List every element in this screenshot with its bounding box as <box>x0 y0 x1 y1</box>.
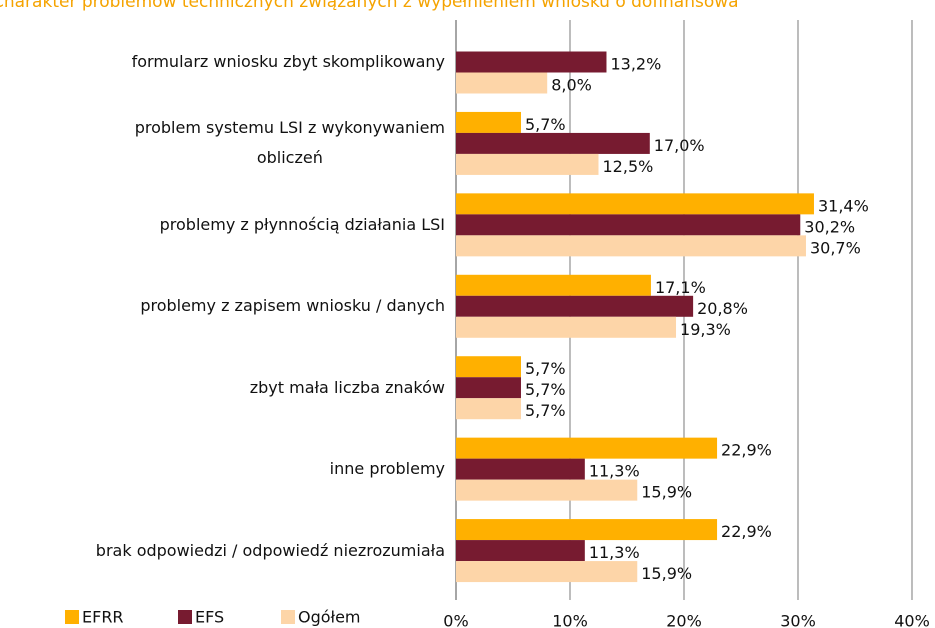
legend-label: Ogółem <box>298 608 361 627</box>
data-label: 8,0% <box>551 76 592 95</box>
bar <box>456 377 521 399</box>
bar <box>456 458 585 480</box>
chart-title: Charakter problemów technicznych związan… <box>0 0 739 12</box>
data-label: 11,3% <box>589 543 640 562</box>
bar <box>456 540 585 562</box>
data-label: 19,3% <box>680 320 731 339</box>
bar <box>456 561 638 583</box>
legend-swatch <box>281 610 295 624</box>
data-label: 17,1% <box>655 278 706 297</box>
x-tick-label: 30% <box>780 612 816 628</box>
category-label: formularz wniosku zbyt skomplikowany <box>131 52 445 71</box>
bar <box>456 111 521 133</box>
data-label: 5,7% <box>525 359 566 378</box>
data-label: 20,8% <box>697 299 748 318</box>
data-label: 22,9% <box>721 522 772 541</box>
bar <box>456 479 638 501</box>
data-label: 22,9% <box>721 441 772 460</box>
data-label: 15,9% <box>641 564 692 583</box>
bar <box>456 356 521 378</box>
x-tick-label: 10% <box>552 612 588 628</box>
bar <box>456 274 651 296</box>
legend-swatch <box>65 610 79 624</box>
bar <box>456 398 521 420</box>
data-label: 15,9% <box>641 483 692 502</box>
data-label: 11,3% <box>589 462 640 481</box>
bar <box>456 295 694 317</box>
category-label: problemy z zapisem wniosku / danych <box>140 296 445 316</box>
category-label: problem systemu LSI z wykonywaniem oblic… <box>134 118 445 168</box>
data-label: 31,4% <box>818 196 869 215</box>
data-label: 5,7% <box>525 401 566 420</box>
data-label: 5,7% <box>525 115 566 134</box>
legend-swatch <box>178 610 192 624</box>
bar <box>456 72 548 94</box>
x-tick-label: 40% <box>894 612 930 628</box>
bar <box>456 235 806 257</box>
x-tick-label: 20% <box>666 612 702 628</box>
bar <box>456 132 650 154</box>
bar <box>456 51 607 73</box>
data-label: 5,7% <box>525 380 566 399</box>
data-label: 13,2% <box>610 55 661 74</box>
category-label: zbyt mała liczba znaków <box>249 377 445 397</box>
legend-label: EFRR <box>82 608 124 627</box>
data-label: 17,0% <box>654 136 705 155</box>
legend-label: EFS <box>195 608 224 627</box>
data-label: 30,2% <box>804 217 855 236</box>
bar <box>456 519 718 541</box>
bar <box>456 153 599 175</box>
bar <box>456 316 677 338</box>
category-label: brak odpowiedzi / odpowiedź niezrozumiał… <box>95 540 445 560</box>
data-label: 30,7% <box>810 238 861 257</box>
x-tick-label: 0% <box>443 612 468 628</box>
data-label: 12,5% <box>603 157 654 176</box>
category-label: inne problemy <box>329 459 445 479</box>
category-label: problemy z płynnością działania LSI <box>159 214 445 234</box>
bar <box>456 193 814 215</box>
bar <box>456 214 801 236</box>
bar <box>456 437 718 459</box>
